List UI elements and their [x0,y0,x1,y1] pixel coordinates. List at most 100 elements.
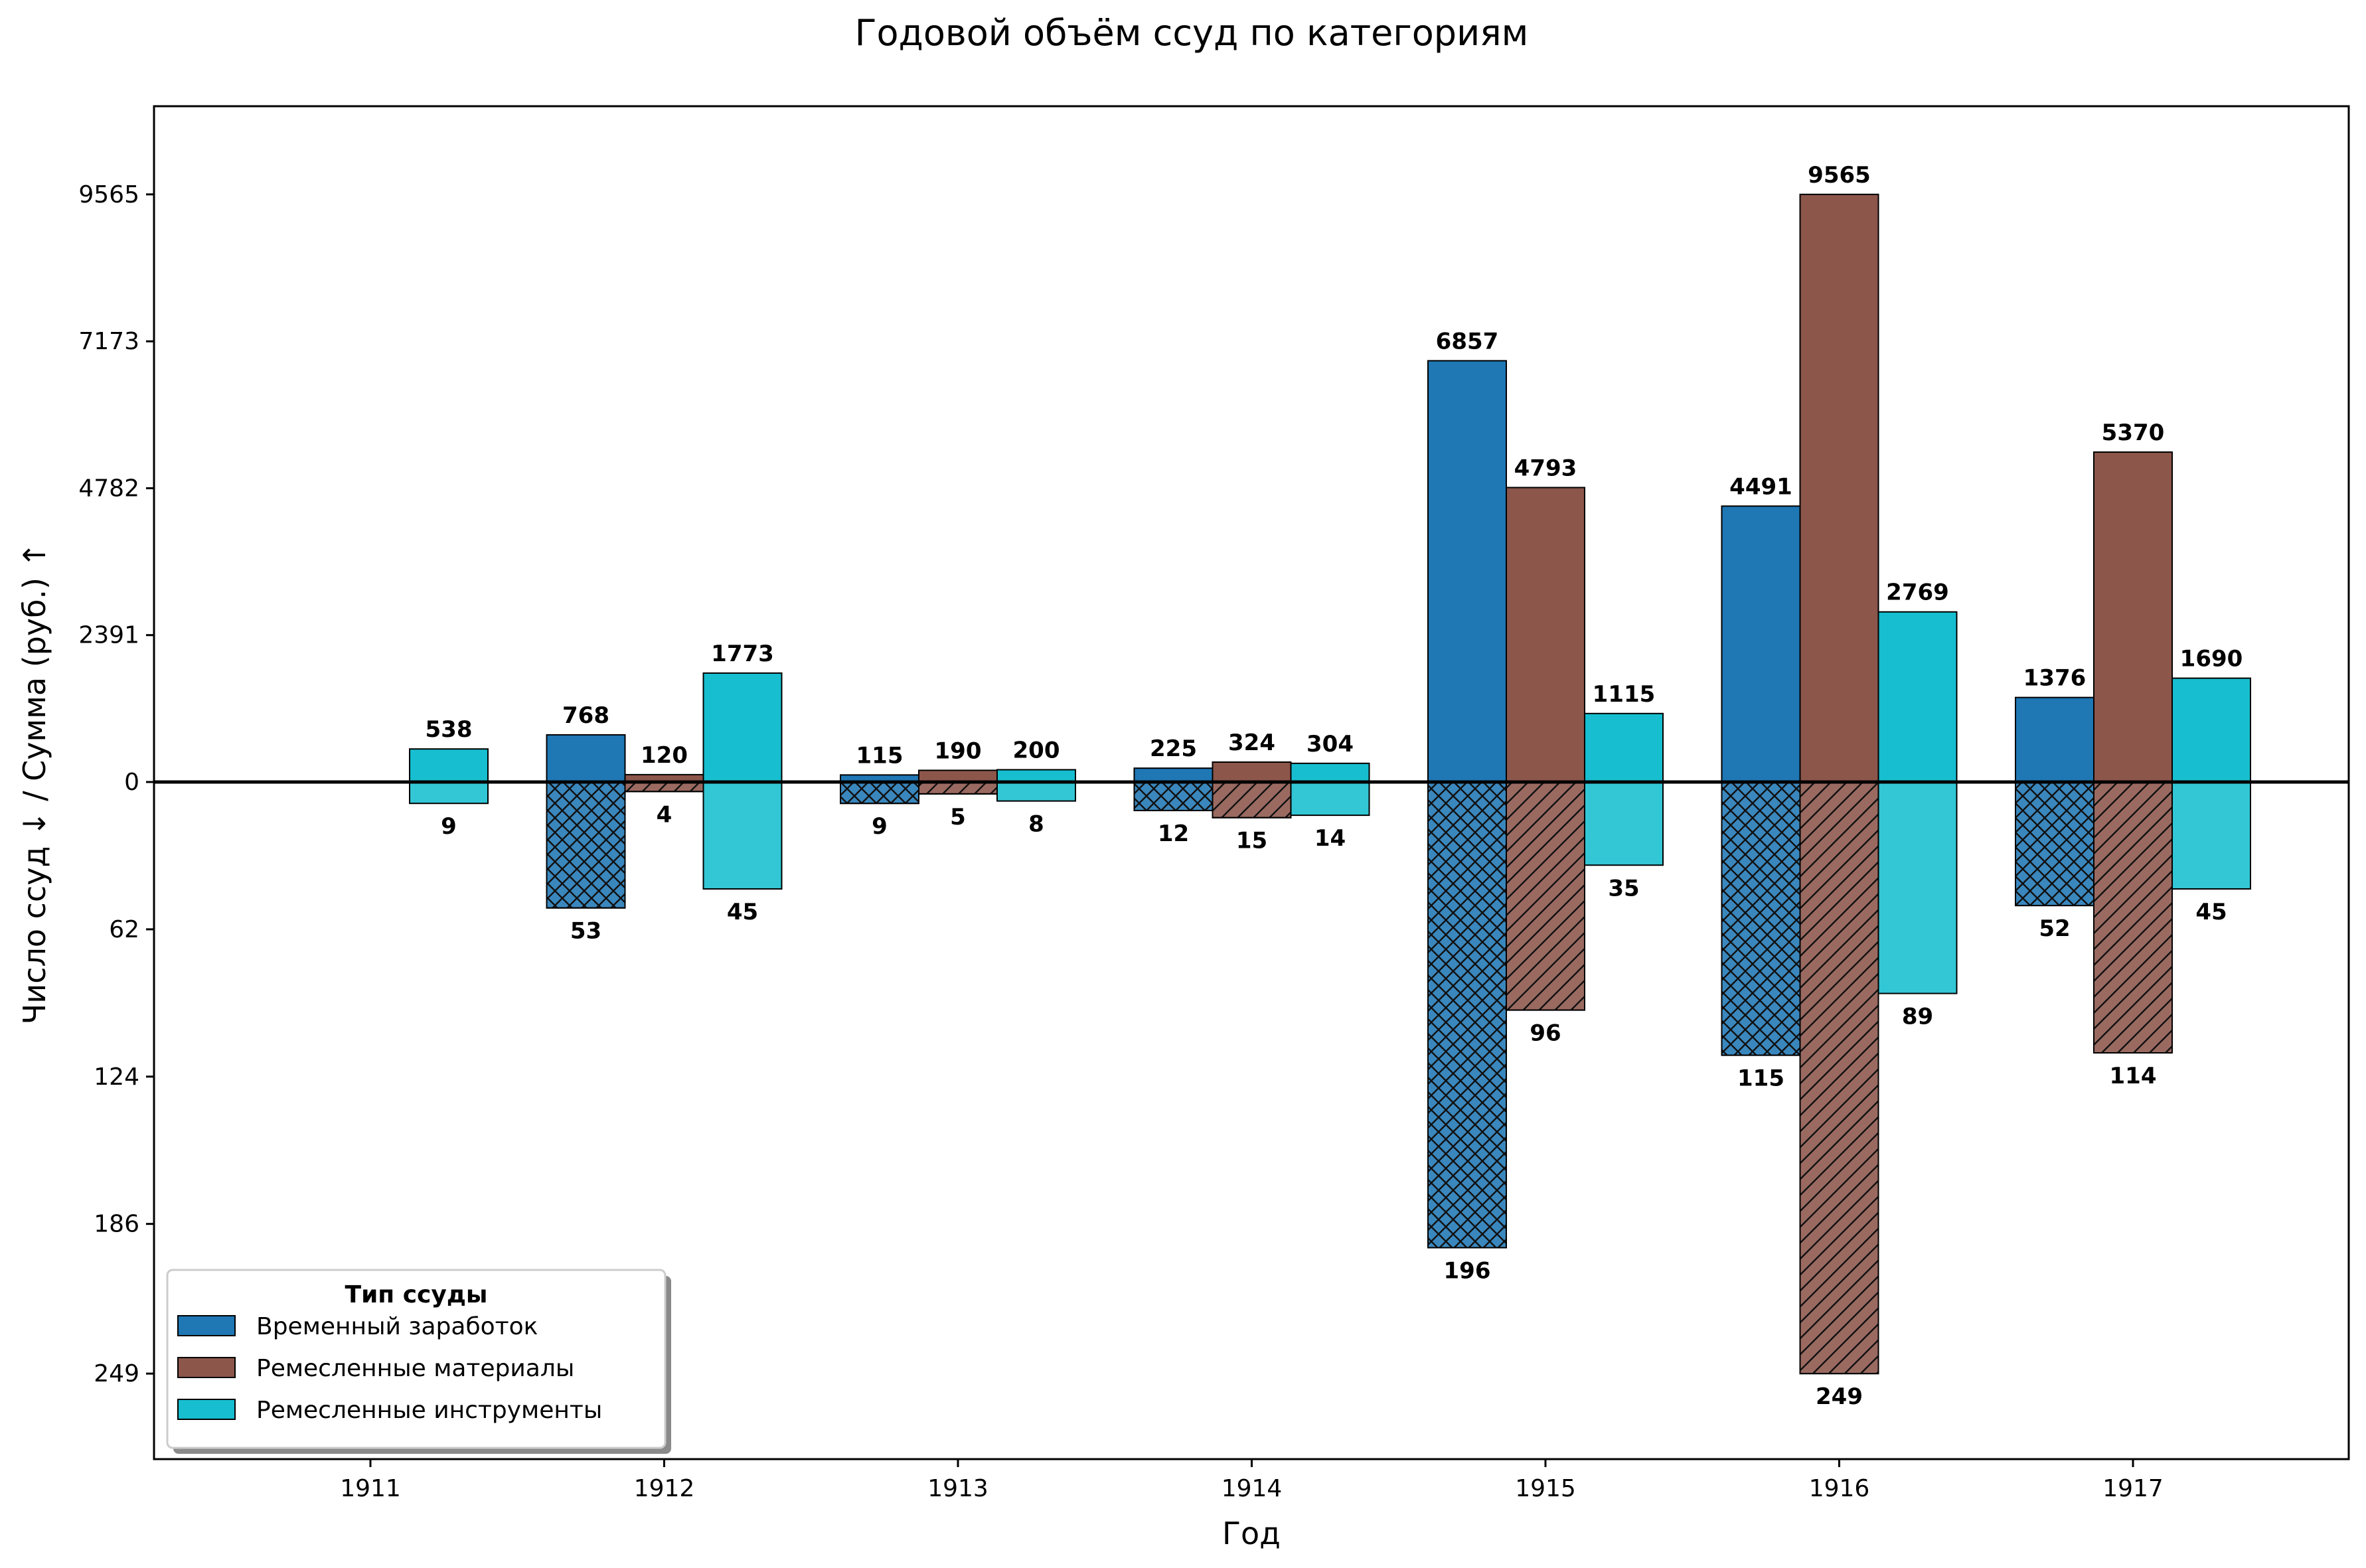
legend-label-ремесленные-инструменты: Ремесленные инструменты [256,1397,602,1424]
label-count-ремесленные-материалы-1913: 5 [950,804,966,830]
legend-label-ремесленные-материалы: Ремесленные материалы [256,1355,574,1382]
bar-count-ремесленные-инструменты-1915 [1584,781,1664,866]
x-tick-label: 1917 [2102,1475,2164,1502]
label-count-ремесленные-инструменты-1912: 45 [727,899,758,925]
label-count-ремесленные-материалы-1916: 249 [1816,1383,1863,1410]
y-tick-label: 186 [94,1211,139,1238]
bar-count-ремесленные-инструменты-1911 [409,781,489,805]
bar-count-ремесленные-инструменты-1916 [1877,781,1958,994]
label-sum-временный-заработок-1915: 6857 [1436,328,1499,354]
bar-sum-ремесленные-инструменты-1913 [996,769,1076,783]
label-sum-временный-заработок-1914: 225 [1150,736,1197,762]
bar-count-hatch-ремесленные-материалы-1917 [2093,781,2173,1054]
label-sum-ремесленные-инструменты-1914: 304 [1306,731,1354,757]
y-tick-label: 9565 [78,181,139,208]
legend: Тип ссуды Временный заработок Ремесленные… [166,1269,671,1454]
bar-count-hatch-ремесленные-материалы-1914 [1212,781,1292,819]
chart-title: Годовой объём ссуд по категориям [855,12,1529,54]
bar-sum-временный-заработок-1916 [1721,505,1801,783]
legend-swatch-ремесленные-инструменты [177,1399,236,1420]
bar-sum-ремесленные-материалы-1916 [1799,193,1879,783]
bar-sum-временный-заработок-1917 [2015,696,2094,783]
bar-sum-ремесленные-инструменты-1917 [2171,677,2251,783]
label-count-ремесленные-инструменты-1916: 89 [1902,1004,1933,1030]
bar-count-ремесленные-инструменты-1913 [996,781,1076,802]
y-tick-label: 0 [124,769,139,796]
label-sum-временный-заработок-1916: 4491 [1729,473,1792,500]
bar-count-ремесленные-инструменты-1912 [702,781,783,890]
bar-sum-ремесленные-инструменты-1911 [409,748,489,783]
bar-sum-ремесленные-инструменты-1915 [1584,712,1664,783]
label-count-ремесленные-материалы-1912: 4 [657,801,672,828]
label-sum-временный-заработок-1912: 768 [562,702,609,729]
y-tick-label: 7173 [78,328,139,355]
bar-count-hatch-ремесленные-материалы-1915 [1506,781,1585,1011]
label-sum-временный-заработок-1917: 1376 [2023,665,2087,692]
bar-sum-ремесленные-материалы-1914 [1212,761,1292,783]
label-count-временный-заработок-1913: 9 [872,813,888,840]
x-tick-label: 1912 [634,1475,695,1502]
y-axis-label: Число ссуд ↓ / Сумма (руб.) ↑ [17,542,52,1024]
label-count-временный-заработок-1915: 196 [1444,1257,1491,1284]
label-sum-ремесленные-материалы-1912: 120 [641,742,688,769]
legend-label-временный-заработок: Временный заработок [256,1313,538,1340]
bar-sum-ремесленные-материалы-1913 [918,769,998,783]
label-count-временный-заработок-1912: 53 [570,918,601,945]
label-count-временный-заработок-1914: 12 [1158,821,1189,847]
label-sum-ремесленные-инструменты-1911: 538 [426,716,473,743]
bar-count-ремесленные-инструменты-1917 [2171,781,2251,890]
x-tick-label: 1911 [340,1475,401,1502]
label-count-ремесленные-материалы-1914: 15 [1236,828,1267,854]
x-tick-label: 1915 [1515,1475,1576,1502]
bar-count-hatch-временный-заработок-1915 [1427,781,1507,1249]
label-count-ремесленные-материалы-1915: 96 [1530,1020,1561,1047]
bar-count-hatch-ремесленные-материалы-1916 [1799,781,1879,1375]
legend-box [166,1269,667,1449]
label-sum-ремесленные-материалы-1913: 190 [935,738,982,764]
y-tick-label: 249 [94,1360,139,1387]
bar-sum-ремесленные-материалы-1917 [2093,451,2173,783]
bar-sum-временный-заработок-1915 [1427,360,1507,783]
legend-swatch-ремесленные-материалы [177,1357,236,1378]
label-sum-ремесленные-материалы-1917: 5370 [2102,420,2165,446]
x-tick-label: 1916 [1809,1475,1870,1502]
bar-count-hatch-временный-заработок-1912 [546,781,626,909]
legend-title: Тип ссуды [345,1281,488,1308]
label-sum-ремесленные-инструменты-1916: 2769 [1886,580,1949,606]
label-count-ремесленные-инструменты-1917: 45 [2195,899,2227,925]
bar-count-hatch-временный-заработок-1913 [840,781,919,805]
label-count-ремесленные-инструменты-1911: 9 [441,813,457,840]
bar-sum-ремесленные-инструменты-1914 [1290,762,1370,783]
bar-count-hatch-временный-заработок-1917 [2015,781,2094,907]
label-count-ремесленные-инструменты-1913: 8 [1028,811,1044,838]
label-sum-ремесленные-материалы-1916: 9565 [1808,162,1871,189]
label-count-временный-заработок-1917: 52 [2039,915,2070,942]
label-count-временный-заработок-1916: 115 [1737,1065,1784,1092]
bar-sum-временный-заработок-1914 [1133,767,1214,783]
label-count-ремесленные-материалы-1917: 114 [2110,1063,2157,1089]
label-sum-временный-заработок-1913: 115 [856,742,904,769]
bar-sum-ремесленные-материалы-1915 [1506,487,1585,783]
x-tick-label: 1913 [927,1475,988,1502]
y-tick-label: 2391 [78,622,139,649]
y-tick-label: 124 [94,1063,139,1091]
bar-count-hatch-временный-заработок-1916 [1721,781,1801,1056]
y-tick-label: 4782 [78,475,139,502]
bar-count-hatch-ремесленные-материалы-1913 [918,781,998,795]
label-count-ремесленные-инструменты-1915: 35 [1608,875,1639,902]
label-sum-ремесленные-инструменты-1912: 1773 [711,641,774,667]
label-sum-ремесленные-инструменты-1915: 1115 [1593,681,1656,708]
bar-sum-ремесленные-инструменты-1916 [1877,611,1958,783]
label-sum-ремесленные-инструменты-1913: 200 [1013,737,1060,763]
label-count-ремесленные-инструменты-1914: 14 [1314,825,1346,852]
label-sum-ремесленные-инструменты-1917: 1690 [2180,646,2243,672]
bar-count-ремесленные-инструменты-1914 [1290,781,1370,817]
legend-swatch-временный-заработок [177,1315,236,1336]
label-sum-ремесленные-материалы-1914: 324 [1228,730,1275,756]
y-tick-label: 62 [109,916,139,943]
label-sum-ремесленные-материалы-1915: 4793 [1514,455,1577,481]
bar-sum-временный-заработок-1912 [546,734,626,783]
bar-count-hatch-временный-заработок-1914 [1133,781,1214,811]
bar-sum-ремесленные-инструменты-1912 [702,672,783,783]
